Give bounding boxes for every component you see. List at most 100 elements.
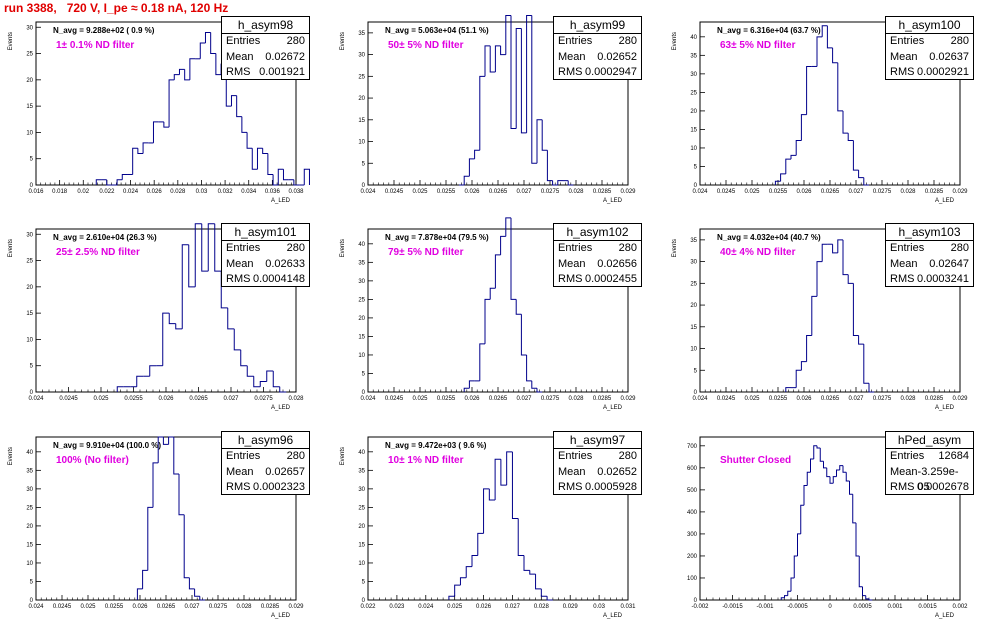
y-tick-label: 10 (26, 130, 33, 136)
mean-value: 0.02656 (597, 257, 637, 270)
histogram-bin (823, 461, 827, 469)
x-tick-label: 0.025 (80, 604, 96, 610)
histogram-bin (227, 307, 235, 330)
histogram-bin (489, 45, 496, 73)
histogram-bin (546, 596, 553, 601)
x-tick-label: 0.028 (534, 604, 550, 610)
histogram-bin (136, 375, 144, 387)
y-tick-label: 30 (690, 260, 697, 266)
y-tick-label: 0 (694, 183, 698, 189)
entries-value: 280 (286, 35, 305, 47)
entries-label: Entries (558, 242, 593, 254)
entries-label: Entries (226, 35, 261, 47)
x-tick-label: 0.029 (288, 604, 304, 610)
x-axis-label: A_LED (271, 613, 291, 619)
histogram-bin (142, 142, 149, 154)
histogram-bin (785, 387, 791, 392)
x-tick-label: 0.0255 (124, 396, 143, 402)
x-tick-label: 0.0265 (189, 396, 208, 402)
x-tick-label: 0.0285 (261, 604, 280, 610)
n-avg-annotation: N_avg = 6.316e+04 (63.7 %) (717, 26, 821, 35)
y-tick-label: 15 (358, 334, 365, 340)
histogram-bin (526, 354, 532, 382)
x-tick-label: 0.0275 (873, 189, 892, 195)
histogram-bin (865, 595, 869, 600)
x-tick-label: 0.024 (692, 189, 708, 195)
x-tick-label: 0.016 (28, 189, 44, 195)
x-tick-label: 0.029 (620, 396, 636, 402)
histogram-bin (541, 119, 548, 151)
y-tick-label: 40 (358, 242, 365, 248)
x-tick-label: 0.029 (563, 604, 579, 610)
histogram-panel-h_asym99: 0.024 0.0245 0.025 0.0255 0.026 0.0265 0.027 0.… (332, 0, 664, 207)
x-tick-label: 0.026 (476, 604, 492, 610)
histogram-bin (459, 577, 467, 586)
histogram-bin (797, 533, 801, 556)
histogram-bin (246, 132, 253, 149)
histogram-bin (178, 68, 185, 75)
x-tick-label: 0.028 (900, 189, 916, 195)
x-tick-label: -0.0005 (787, 604, 808, 610)
mean-value: 0.02647 (929, 257, 969, 270)
histogram-bin (845, 472, 850, 482)
x-tick-label: 0.028 (170, 189, 186, 195)
filter-label: 63± 5% ND filter (720, 40, 796, 51)
y-tick-label: 20 (690, 303, 697, 309)
histogram-bin (510, 15, 517, 129)
histogram-bin (157, 436, 164, 463)
x-tick-label: 0.0255 (437, 189, 456, 195)
histogram-bin (199, 596, 205, 601)
histogram-plot-h_asym99: 0.024 0.0245 0.025 0.0255 0.026 0.0265 0.027 0.… (340, 14, 636, 204)
histogram-bin (520, 314, 527, 356)
x-tick-label: 0.002 (952, 604, 968, 610)
x-tick-label: 0.028 (900, 396, 916, 402)
y-tick-label: 0 (694, 390, 698, 396)
x-tick-label: 0.027 (848, 396, 864, 402)
x-tick-label: 0.024 (123, 189, 139, 195)
x-tick-label: 0.024 (692, 396, 708, 402)
y-tick-label: 35 (358, 31, 365, 37)
y-tick-label: 35 (26, 468, 33, 474)
rms-label: RMS (890, 273, 915, 285)
x-tick-label: 0.025 (93, 396, 109, 402)
histogram-bin (210, 32, 216, 55)
entries-value: 280 (618, 450, 637, 462)
y-tick-label: 40 (358, 450, 365, 456)
histogram-bin (471, 555, 478, 567)
mean-value: 0.02657 (265, 465, 305, 478)
rms-value: 0.0005928 (585, 481, 637, 493)
histogram-bin (474, 149, 480, 159)
histogram-bin (868, 383, 875, 393)
rms-label: RMS (226, 66, 251, 78)
histogram-bin (821, 25, 828, 37)
x-axis-label: A_LED (935, 405, 955, 411)
histogram-bin (168, 79, 175, 128)
histogram-bin (863, 177, 869, 186)
y-tick-label: 15 (358, 542, 365, 548)
histogram-bin (847, 274, 854, 284)
x-tick-label: 0.0275 (541, 396, 560, 402)
histogram-bin (168, 436, 174, 445)
y-tick-label: 15 (358, 118, 365, 124)
histogram-bin (810, 458, 814, 473)
y-tick-label: 20 (690, 109, 697, 115)
x-tick-label: 0.0015 (918, 604, 937, 610)
histogram-bin (858, 555, 863, 588)
y-tick-label: 30 (358, 487, 365, 493)
histogram-bin (207, 223, 215, 272)
histogram-bin (488, 488, 496, 501)
x-tick-label: 0.027 (516, 396, 532, 402)
x-tick-label: 0.023 (389, 604, 405, 610)
y-axis-label: Events (672, 239, 678, 257)
histogram-bin (204, 32, 211, 44)
plot-frame (367, 436, 629, 601)
x-tick-label: 0.018 (52, 189, 68, 195)
histogram-bin (152, 121, 159, 143)
histogram-bin (531, 15, 537, 164)
y-tick-label: 10 (690, 146, 697, 152)
histogram-bin (163, 121, 170, 128)
y-tick-label: 20 (26, 285, 33, 291)
y-tick-label: 400 (687, 510, 698, 516)
x-axis-label: A_LED (935, 198, 955, 204)
x-tick-label: 0.0255 (437, 396, 456, 402)
